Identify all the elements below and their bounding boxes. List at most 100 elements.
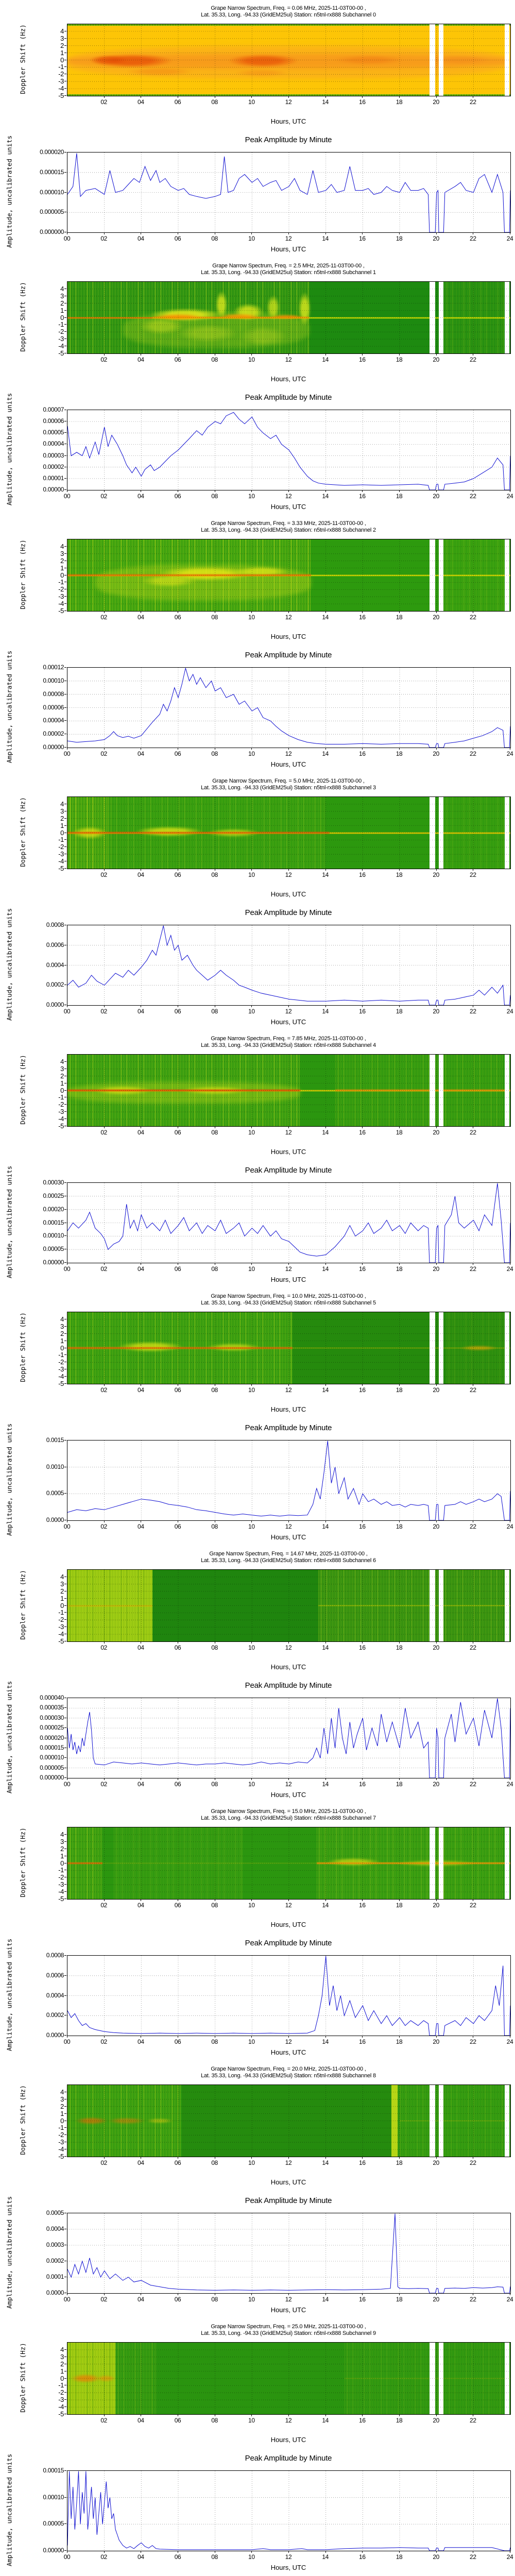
y-tick-mark [64,747,66,748]
y-tick-label: 0.0005 [46,1489,64,1497]
data-gap [504,797,510,869]
y-tick-mark [64,1493,66,1494]
amplitude-x-tick-label: 20 [433,1781,439,1788]
amplitude-x-tick-label: 00 [63,235,71,242]
amplitude-x-tick-label: 00 [63,2038,71,2045]
doppler-y-tick-label: -3 [58,1108,64,1116]
doppler-y-tick-label: 3 [60,1064,64,1073]
doppler-y-tick-label: 3 [60,807,64,815]
spectrogram-title-line2: Lat. 35.33, Long. -94.33 (GridEM25ui) St… [201,1300,376,1306]
amplitude-x-tick-label: 24 [506,2553,513,2561]
spectrogram-x-tick-label: 16 [359,871,366,878]
spectrogram-x-tick-label: 12 [285,2159,292,2166]
spectrogram-x-tick-label: 08 [211,1129,218,1136]
amplitude-line-chart [67,1183,510,1263]
amplitude-line-chart [67,152,510,232]
doppler-spectrogram-plot [67,1827,511,1900]
spectrogram-title-line2: Lat. 35.33, Long. -94.33 (GridEM25ui) St… [201,1815,376,1821]
doppler-y-tick-label: -2 [58,70,64,78]
spectrogram-x-tick-label: 14 [322,1644,329,1651]
data-gap [438,1055,444,1126]
y-tick-label: 0.0015 [46,1436,64,1444]
spectrogram-x-tick-label: 12 [285,2417,292,2424]
doppler-y-tick-label: 4 [60,1057,64,1065]
spectrogram-x-tick-label: 20 [433,614,439,621]
doppler-y-tick-label: 3 [60,2095,64,2103]
doppler-spectrogram-plot [67,2342,511,2415]
y-tick-label: 0.000035 [40,1704,64,1711]
y-tick-mark [64,1182,66,1183]
amplitude-x-tick-label: 22 [470,1523,476,1530]
amplitude-x-axis-label: Hours, UTC [270,760,306,768]
amplitude-x-tick-label: 10 [248,1523,255,1530]
doppler-y-tick-label: -4 [58,1372,64,1381]
doppler-spectrogram-plot [67,1312,511,1384]
subchannel-6-panel: Grape Narrow Spectrum, Freq. = 14.67 MHz… [0,1546,515,1803]
doppler-y-tick-mark [64,839,66,840]
amplitude-x-tick-label: 24 [506,2038,513,2045]
amplitude-x-tick-mark [399,2551,400,2553]
spectrogram-x-tick-label: 16 [359,614,366,621]
spectrogram-x-tick-label: 22 [470,1902,476,1909]
y-tick-mark [64,2470,66,2471]
amplitude-x-tick-label: 00 [63,1265,71,1273]
amplitude-x-tick-mark [362,2036,363,2038]
doppler-y-tick-mark [64,95,66,96]
doppler-y-tick-label: 3 [60,549,64,557]
y-tick-label: 0.00004 [43,717,64,724]
amplitude-x-tick-mark [399,1263,400,1265]
amplitude-x-tick-mark [288,1520,289,1522]
spectrogram-x-tick-label: 06 [174,356,181,363]
spectrogram-x-tick-label: 18 [396,2417,403,2424]
amplitude-x-tick-mark [104,232,105,234]
y-tick-label: 0.000000 [40,1774,64,1781]
amplitude-x-tick-label: 08 [211,1523,218,1530]
spectrogram-x-axis-label: Hours, UTC [270,1405,306,1413]
peak-amplitude-line-plot [67,2470,511,2551]
amplitude-x-axis-label: Hours, UTC [270,2306,306,2314]
amplitude-x-tick-label: 18 [396,2038,403,2045]
doppler-y-tick-label: -4 [58,857,64,866]
amplitude-x-tick-label: 22 [470,493,476,500]
doppler-spectrogram-plot [67,24,511,96]
grid-lines [67,1827,510,1899]
amplitude-x-tick-label: 12 [285,235,292,242]
doppler-y-tick-label: -3 [58,1365,64,1374]
spectrogram-x-tick-mark [288,96,289,98]
y-tick-mark [64,1262,66,1263]
doppler-y-tick-label: 0 [60,2116,64,2125]
doppler-spectrogram-plot [67,281,511,354]
spectrogram-energy-blob [224,67,298,78]
doppler-y-tick-label: 3 [60,34,64,42]
amplitude-x-tick-label: 24 [506,1265,513,1273]
doppler-shift-y-axis-label: Doppler Shift (Hz) [19,797,27,867]
amplitude-data-line [67,412,510,490]
doppler-y-tick-label: -3 [58,335,64,343]
amplitude-line-chart [67,668,510,748]
spectrogram-x-tick-label: 16 [359,2417,366,2424]
doppler-y-tick-label: 1 [60,2367,64,2375]
y-tick-label: 0.00025 [43,1192,64,1199]
spectrogram-x-tick-mark [362,1126,363,1128]
spectrogram-x-tick-label: 08 [211,2159,218,2166]
spectrogram-title: Grape Narrow Spectrum, Freq. = 2.5 MHz, … [67,263,510,276]
spectrogram-x-tick-mark [251,1126,252,1128]
doppler-y-tick-label: -1 [58,63,64,71]
grid-lines [67,1312,510,1384]
doppler-y-tick-label: -4 [58,1630,64,1638]
amplitude-x-tick-label: 08 [211,750,218,757]
doppler-y-tick-label: -3 [58,2396,64,2404]
spectrogram-title-line1: Grape Narrow Spectrum, Freq. = 15.0 MHz,… [211,1808,366,1815]
amplitude-x-axis-label: Hours, UTC [270,245,306,253]
y-tick-mark [64,707,66,708]
doppler-y-tick-label: 4 [60,800,64,808]
spectrogram-x-tick-mark [325,611,326,613]
spectrogram-x-axis-label: Hours, UTC [270,1148,306,1156]
y-tick-label: 0.00003 [43,451,64,459]
spectrogram-title-line1: Grape Narrow Spectrum, Freq. = 7.85 MHz,… [211,1036,366,1042]
peak-amplitude-line-plot [67,1698,511,1778]
amplitude-line-chart [67,410,510,490]
amplitude-x-tick-label: 22 [470,1265,476,1273]
amplitude-x-tick-label: 06 [174,750,181,757]
amplitude-x-tick-label: 14 [322,1265,329,1273]
